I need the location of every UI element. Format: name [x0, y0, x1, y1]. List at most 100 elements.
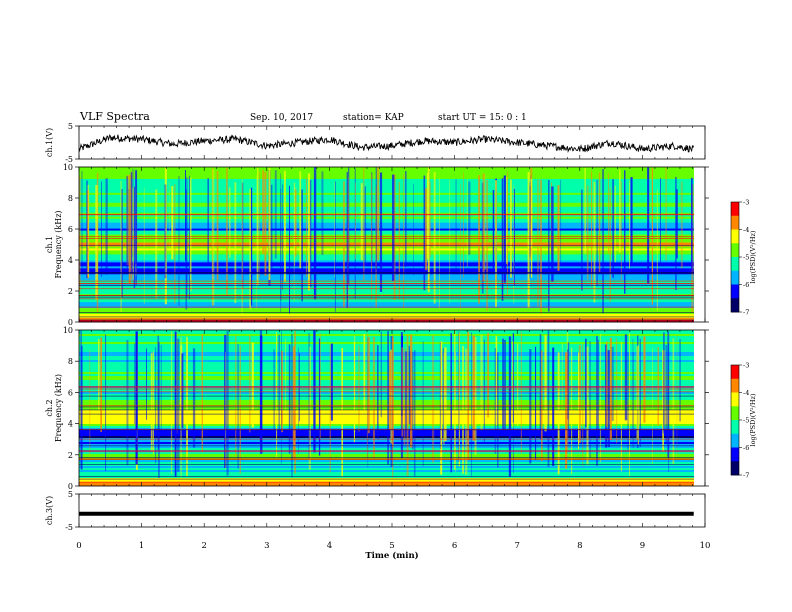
heatmap-band: [79, 460, 694, 463]
heatmap-streak: [389, 351, 392, 430]
heatmap-streak: [135, 171, 137, 285]
heatmap-streak: [547, 330, 550, 467]
heatmap-band: [79, 368, 694, 371]
heatmap-streak: [155, 189, 158, 299]
heatmap-streak: [495, 335, 498, 425]
heatmap-band: [79, 396, 694, 399]
heatmap-band: [79, 312, 694, 315]
heatmap-streak: [406, 334, 409, 476]
heatmap-streak: [614, 185, 616, 263]
heatmap-line: [79, 464, 694, 465]
heatmap-band: [79, 190, 694, 194]
heatmap-streak: [189, 175, 190, 300]
heatmap-streak: [403, 348, 406, 446]
heatmap-streak: [392, 174, 395, 281]
heatmap-streak: [460, 183, 461, 311]
colorbar-cell: [731, 290, 739, 294]
heatmap-streak: [494, 348, 497, 454]
panel-ch2-spectrogram: [75, 329, 742, 487]
heatmap-gap: [694, 167, 705, 322]
heatmap-streak: [413, 350, 416, 477]
heatmap-streak: [150, 352, 153, 451]
heatmap-band: [79, 234, 694, 237]
colorbar-tick-label: -6: [743, 281, 749, 289]
panel-ch1-spectrogram: [75, 166, 742, 323]
heatmap-streak: [520, 331, 522, 454]
y-tick-label: -5: [65, 523, 73, 532]
heatmap-streak: [121, 189, 123, 298]
heatmap-streak: [647, 167, 650, 284]
colorbar-cell: [731, 400, 739, 404]
y-tick-label: 8: [68, 357, 73, 366]
heatmap-streak: [256, 175, 258, 309]
heatmap-band: [79, 444, 694, 447]
heatmap-streak: [364, 186, 367, 264]
heatmap-band: [79, 196, 694, 200]
colorbar-cell: [731, 232, 739, 236]
heatmap-streak: [510, 179, 512, 278]
heatmap-streak: [360, 183, 363, 261]
colorbar-tick-label: -4: [743, 389, 749, 397]
heatmap-streak: [285, 339, 286, 419]
y-tick-label: 0: [68, 318, 73, 327]
x-tick-label: 10: [700, 541, 711, 551]
heatmap-band: [79, 474, 694, 477]
heatmap-streak: [672, 338, 675, 465]
heatmap-streak: [225, 352, 227, 469]
heatmap-line: [79, 306, 694, 308]
colorbar-cell: [731, 409, 739, 413]
heatmap-band: [79, 370, 694, 373]
heatmap-band: [79, 424, 694, 427]
colorbar-cell: [731, 237, 739, 241]
heatmap-streak: [177, 338, 180, 472]
colorbar-tick-label: -3: [743, 199, 749, 207]
heatmap-streak: [455, 352, 456, 472]
x-tick-label: 2: [201, 541, 206, 551]
heatmap-band: [79, 482, 694, 485]
heatmap-streak: [143, 188, 145, 305]
colorbar-cell: [731, 254, 739, 258]
heatmap-band: [79, 290, 694, 293]
heatmap-streak: [299, 171, 302, 269]
heatmap-streak: [237, 344, 239, 469]
colorbar-tick-label: -4: [743, 226, 749, 234]
colorbar-cell: [731, 455, 739, 459]
heatmap-line: [79, 295, 694, 296]
heatmap-band: [79, 258, 694, 261]
heatmap-band: [79, 320, 694, 323]
colorbar-cell: [731, 226, 739, 230]
heatmap-streak: [468, 181, 471, 255]
y-tick-label: 4: [68, 420, 73, 429]
heatmap-line: [79, 296, 694, 298]
heatmap-streak: [318, 338, 321, 456]
heatmap-streak: [348, 177, 349, 263]
heatmap-band: [79, 192, 694, 196]
heatmap-streak: [450, 333, 452, 473]
y-tick-label: 2: [68, 451, 73, 460]
heatmap-streak: [358, 345, 360, 432]
heatmap-line: [79, 316, 694, 318]
heatmap-band: [79, 358, 694, 361]
heatmap-band: [79, 464, 694, 467]
colorbar-cell: [731, 367, 739, 371]
heatmap-line: [79, 478, 694, 480]
heatmap-band: [79, 286, 694, 289]
heatmap-band: [79, 332, 694, 335]
colorbar-cell: [731, 381, 739, 385]
x-tick-label: 7: [514, 541, 519, 551]
heatmap-streak: [387, 331, 389, 465]
colorbar-cell: [731, 387, 739, 391]
heatmap-streak: [171, 186, 174, 260]
heatmap-streak: [403, 174, 405, 309]
colorbar-cell: [731, 243, 739, 247]
heatmap-band: [79, 410, 694, 413]
colorbar-cell: [731, 420, 739, 424]
heatmap-streak: [454, 330, 456, 470]
colorbar-cell: [731, 295, 739, 299]
colorbar-cell: [731, 259, 739, 263]
y-tick-label: 5: [68, 490, 73, 499]
heatmap-streak: [305, 178, 307, 277]
heatmap-streak: [293, 182, 295, 302]
heatmap-line: [79, 406, 694, 408]
heatmap-band: [79, 256, 694, 259]
